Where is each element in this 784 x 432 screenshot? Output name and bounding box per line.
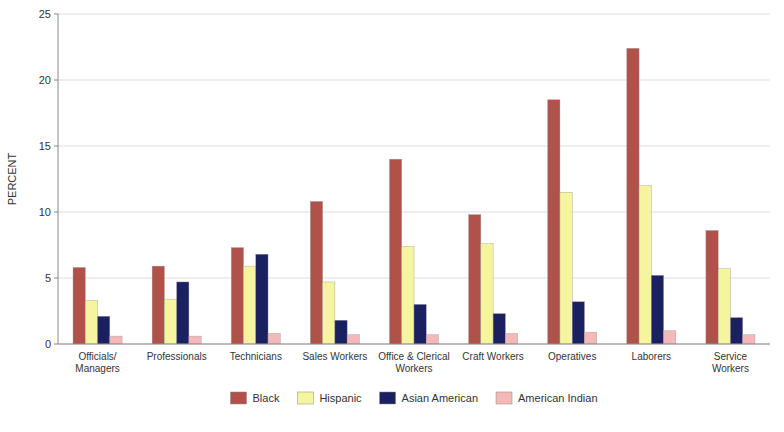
bar (639, 186, 651, 344)
bar (584, 332, 596, 344)
y-tick-label: 5 (45, 272, 51, 284)
x-tick-label: Craft Workers (462, 351, 524, 362)
grid (58, 14, 770, 344)
bar (743, 335, 755, 344)
grid-line (58, 80, 770, 81)
bar (73, 267, 85, 344)
bar (627, 48, 639, 344)
x-tick-label: Professionals (147, 351, 207, 362)
y-axis (58, 14, 59, 344)
bar (560, 192, 572, 344)
bar (414, 304, 426, 344)
bars (73, 48, 755, 344)
legend-label: Asian American (402, 392, 478, 404)
bar (548, 100, 560, 344)
x-tick-label: Officials/Managers (75, 351, 119, 374)
y-tick-label: 25 (39, 8, 51, 20)
legend: Black Hispanic Asian American American Indi… (230, 392, 597, 404)
legend-swatch (230, 392, 246, 404)
x-tick-label: Office & ClericalWorkers (378, 351, 450, 374)
legend-label: American Indian (518, 392, 598, 404)
bar (651, 275, 663, 344)
y-tick (54, 344, 58, 345)
legend-swatch (496, 392, 512, 404)
y-axis-label: PERCENT (6, 152, 18, 205)
bar (323, 282, 335, 344)
bar (481, 244, 493, 344)
bar (706, 230, 718, 344)
bar (231, 248, 243, 344)
bar (310, 201, 322, 344)
legend-label: Black (252, 392, 279, 404)
x-tick-label: Sales Workers (302, 351, 367, 362)
bar (98, 316, 110, 344)
grid-line (58, 212, 770, 213)
bar (189, 336, 201, 344)
bar (718, 269, 730, 344)
grid-line (58, 14, 770, 15)
bar (730, 318, 742, 344)
x-tick-label: Laborers (632, 351, 671, 362)
bar (389, 159, 401, 344)
bar (110, 336, 122, 344)
y-tick (54, 80, 58, 81)
x-axis (58, 344, 770, 345)
legend-label: Hispanic (319, 392, 362, 404)
bar (572, 302, 584, 344)
bar (256, 254, 268, 344)
y-tick-label: 0 (45, 338, 51, 350)
bar (469, 215, 481, 344)
bar (426, 335, 438, 344)
grid-line (58, 344, 770, 345)
bar (164, 299, 176, 344)
legend-swatch (297, 392, 313, 404)
y-tick (54, 278, 58, 279)
y-tick (54, 14, 58, 15)
bar (335, 320, 347, 344)
y-tick (54, 146, 58, 147)
bar (85, 300, 97, 344)
grid-line (58, 146, 770, 147)
legend-swatch (380, 392, 396, 404)
y-tick-label: 20 (39, 74, 51, 86)
bar (268, 333, 280, 344)
bar (402, 246, 414, 344)
bar (493, 314, 505, 344)
bar (177, 282, 189, 344)
x-tick-label: Operatives (548, 351, 596, 362)
bar (244, 266, 256, 344)
bar (152, 266, 164, 344)
x-tick-label: Technicians (230, 351, 282, 362)
bar (505, 333, 517, 344)
y-tick-label: 10 (39, 206, 51, 218)
y-tick-label: 15 (39, 140, 51, 152)
bar (664, 331, 676, 344)
bar (347, 335, 359, 344)
y-tick (54, 212, 58, 213)
x-tick-label: ServiceWorkers (712, 351, 749, 374)
